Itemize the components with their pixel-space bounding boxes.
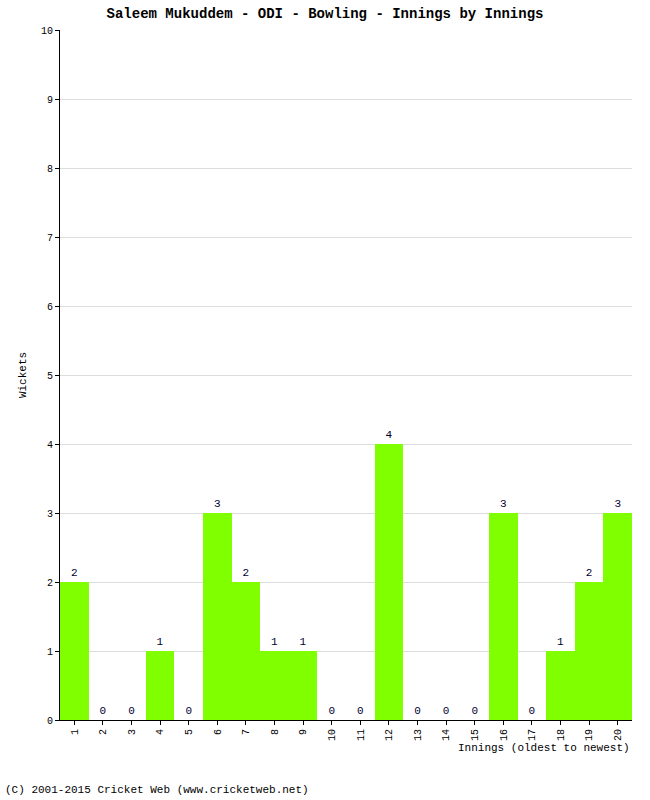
svg-text:1: 1 — [70, 729, 81, 735]
svg-text:10: 10 — [41, 26, 53, 37]
svg-text:9: 9 — [47, 95, 53, 106]
svg-text:0: 0 — [529, 705, 536, 717]
svg-text:(C) 2001-2015 Cricket Web (www: (C) 2001-2015 Cricket Web (www.cricketwe… — [5, 784, 309, 796]
svg-text:17: 17 — [527, 729, 538, 741]
svg-text:0: 0 — [328, 705, 335, 717]
svg-text:3: 3 — [47, 509, 53, 520]
svg-text:3: 3 — [614, 498, 621, 510]
svg-text:2: 2 — [98, 729, 109, 735]
svg-text:14: 14 — [441, 729, 452, 741]
svg-text:3: 3 — [214, 498, 221, 510]
svg-text:4: 4 — [385, 429, 392, 441]
svg-text:0: 0 — [443, 705, 450, 717]
svg-text:0: 0 — [128, 705, 135, 717]
svg-text:7: 7 — [47, 233, 53, 244]
svg-text:10: 10 — [327, 729, 338, 741]
svg-text:Saleem Mukuddem - ODI - Bowlin: Saleem Mukuddem - ODI - Bowling - Inning… — [107, 6, 544, 22]
svg-text:0: 0 — [414, 705, 421, 717]
svg-text:0: 0 — [185, 705, 192, 717]
svg-text:1: 1 — [300, 636, 307, 648]
svg-text:1: 1 — [47, 647, 53, 658]
svg-text:2: 2 — [243, 567, 250, 579]
svg-text:1: 1 — [157, 636, 164, 648]
svg-text:12: 12 — [384, 729, 395, 741]
svg-text:5: 5 — [47, 371, 53, 382]
svg-text:16: 16 — [499, 729, 510, 741]
svg-text:3: 3 — [500, 498, 507, 510]
svg-text:1: 1 — [557, 636, 564, 648]
svg-text:2: 2 — [586, 567, 593, 579]
svg-text:13: 13 — [413, 729, 424, 741]
svg-text:9: 9 — [298, 729, 309, 735]
svg-text:2: 2 — [71, 567, 78, 579]
svg-text:3: 3 — [127, 729, 138, 735]
svg-text:11: 11 — [356, 729, 367, 741]
svg-text:19: 19 — [584, 729, 595, 741]
svg-text:0: 0 — [100, 705, 107, 717]
svg-text:0: 0 — [47, 716, 53, 727]
svg-text:4: 4 — [155, 729, 166, 735]
svg-text:5: 5 — [184, 729, 195, 735]
svg-text:Wickets: Wickets — [17, 352, 29, 398]
svg-text:1: 1 — [271, 636, 278, 648]
svg-text:20: 20 — [613, 729, 624, 741]
svg-text:6: 6 — [47, 302, 53, 313]
svg-text:15: 15 — [470, 729, 481, 741]
svg-text:2: 2 — [47, 578, 53, 589]
svg-text:8: 8 — [47, 164, 53, 175]
svg-text:0: 0 — [471, 705, 478, 717]
svg-text:Innings (oldest to newest): Innings (oldest to newest) — [458, 742, 630, 754]
svg-text:6: 6 — [213, 729, 224, 735]
svg-text:18: 18 — [556, 729, 567, 741]
svg-text:8: 8 — [270, 729, 281, 735]
svg-text:7: 7 — [241, 729, 252, 735]
svg-text:0: 0 — [357, 705, 364, 717]
svg-text:4: 4 — [47, 440, 53, 451]
